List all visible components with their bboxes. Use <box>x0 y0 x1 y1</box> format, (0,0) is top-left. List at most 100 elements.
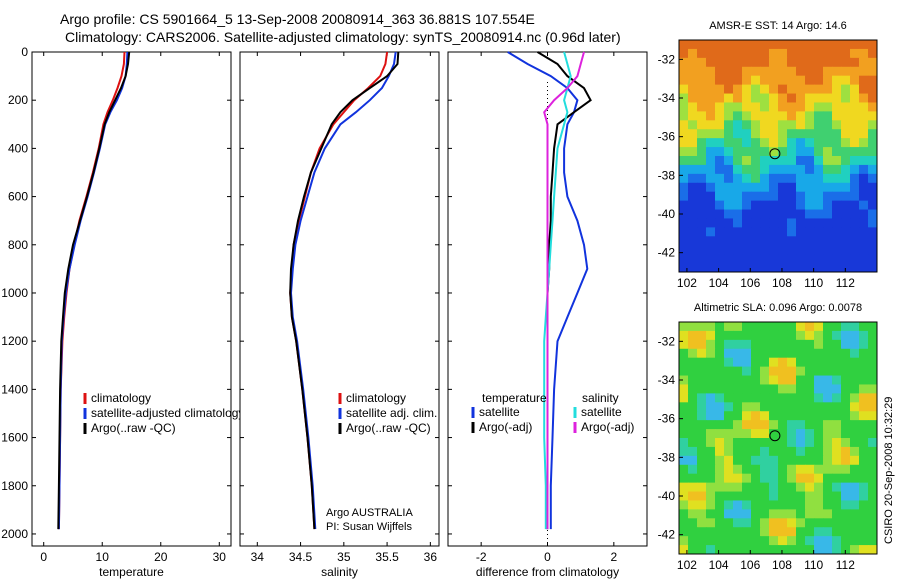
map-x-tick-label: 110 <box>804 558 823 572</box>
map-cell <box>769 209 779 219</box>
map-x-tick-label: 110 <box>804 276 823 290</box>
map-cell <box>715 536 725 546</box>
map-cell <box>814 236 824 246</box>
map-cell <box>769 446 779 457</box>
legend-entry-label: Argo(..raw -QC) <box>91 421 176 435</box>
map-cell <box>760 545 770 555</box>
map-cell <box>697 491 707 501</box>
map-cell <box>814 393 824 403</box>
map-cell <box>859 322 869 332</box>
map-cell <box>697 366 707 377</box>
map-cell <box>733 209 743 219</box>
map-cell <box>796 84 806 95</box>
map-cell <box>706 429 716 439</box>
map-cell <box>742 500 752 510</box>
map-cell <box>733 120 743 130</box>
map-cell <box>697 191 707 202</box>
map-cell <box>787 254 797 264</box>
map-cell <box>751 357 761 368</box>
map-cell <box>850 393 860 403</box>
map-cell <box>841 129 851 139</box>
map-cell <box>805 93 815 103</box>
map-cell <box>787 102 797 112</box>
map-cell <box>868 357 878 368</box>
map-cell <box>805 464 815 475</box>
map-cell <box>733 75 743 86</box>
map-cell <box>868 402 878 412</box>
map-cell <box>796 339 806 350</box>
x-tick-label: 20 <box>154 550 168 564</box>
map-cell <box>814 482 824 493</box>
map-cell <box>832 455 842 466</box>
map-cell <box>706 66 716 77</box>
map-cell <box>688 191 698 202</box>
map-cell <box>715 218 725 228</box>
map-cell <box>832 491 842 501</box>
map-cell <box>760 527 770 537</box>
map-cell <box>868 129 878 139</box>
map-cell <box>697 164 707 175</box>
map-cell <box>697 66 707 77</box>
map-cell <box>679 339 689 350</box>
map-cell <box>706 93 716 103</box>
map-cell <box>742 40 752 50</box>
map-cell <box>751 438 761 448</box>
map-cell <box>715 393 725 403</box>
map-cell <box>751 40 761 50</box>
map-cell <box>706 84 716 95</box>
map-cell <box>688 509 698 519</box>
map-cell <box>688 429 698 439</box>
legend-entry-label: satellite adj. clim. <box>346 406 437 420</box>
map-cell <box>832 536 842 546</box>
map-cell <box>868 147 878 157</box>
map-cell <box>751 527 761 537</box>
map-cell <box>814 322 824 332</box>
map-cell <box>805 339 815 350</box>
map-cell <box>832 227 842 237</box>
map-cell <box>724 147 734 157</box>
map-cell <box>778 438 788 448</box>
map-cell <box>841 446 851 457</box>
map-cell <box>841 536 851 546</box>
map-cell <box>832 330 842 341</box>
map-cell <box>778 200 788 211</box>
map-cell <box>715 411 725 421</box>
map-cell <box>859 156 869 166</box>
map-cell <box>751 111 761 121</box>
map-cell <box>859 57 869 68</box>
map-cell <box>760 245 770 255</box>
map-x-tick-label: 106 <box>740 558 760 572</box>
map-cell <box>859 446 869 457</box>
map-cell <box>688 330 698 341</box>
map-cell <box>796 129 806 139</box>
legend-entry-label: climatology <box>346 391 406 405</box>
map-cell <box>778 420 788 430</box>
map-cell <box>868 120 878 130</box>
map-cell <box>724 263 734 273</box>
map-cell <box>859 120 869 130</box>
map-cell <box>796 518 806 528</box>
map-cell <box>778 545 788 555</box>
map-cell <box>805 438 815 448</box>
map-cell <box>841 455 851 466</box>
map-cell <box>751 209 761 219</box>
map-cell <box>841 173 851 184</box>
map-cell <box>796 40 806 50</box>
map-cell <box>778 509 788 519</box>
map-cell <box>778 75 788 86</box>
map-cell <box>859 245 869 255</box>
map-cell <box>760 75 770 86</box>
map-cell <box>805 384 815 394</box>
map-cell <box>832 48 842 59</box>
map-cell <box>823 491 833 501</box>
map-cell <box>859 129 869 139</box>
map-cell <box>841 482 851 493</box>
map-cell <box>715 473 725 484</box>
map-cell <box>778 173 788 184</box>
y-tick-label: 1200 <box>1 334 28 348</box>
map-cell <box>814 147 824 157</box>
map-cell <box>787 420 797 430</box>
map-cell <box>688 120 698 130</box>
map-cell <box>823 147 833 157</box>
map-cell <box>733 102 743 112</box>
